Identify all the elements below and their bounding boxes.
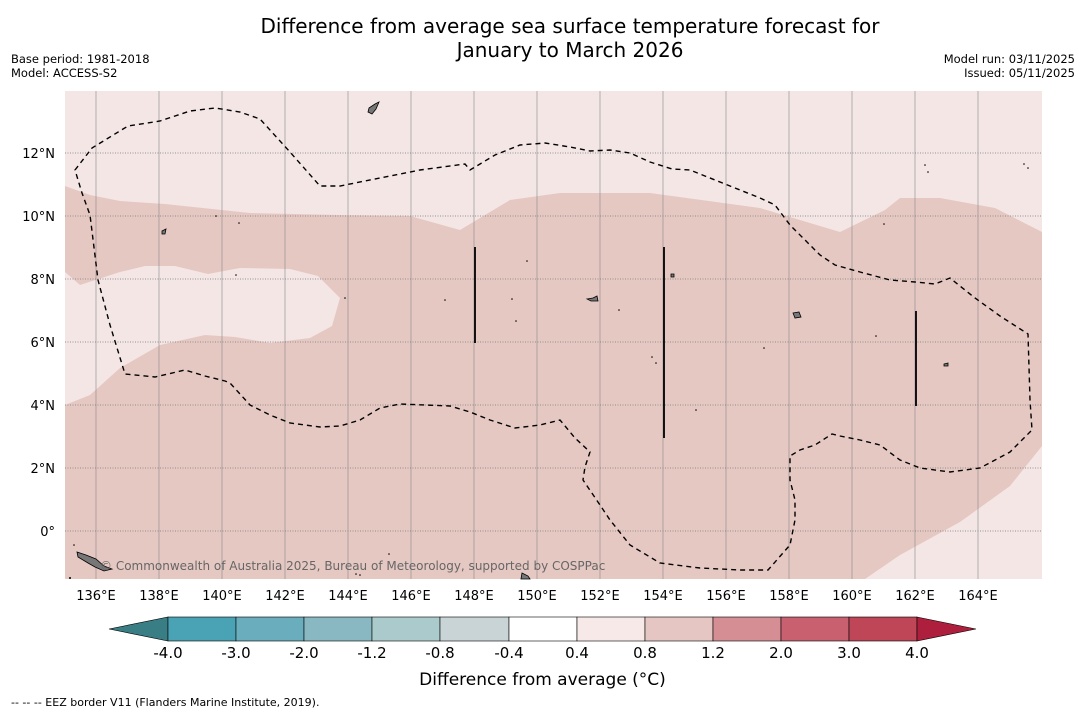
colorbar-bin xyxy=(576,616,646,642)
lon-label: 144°E xyxy=(328,589,368,604)
weaker-anomaly-region xyxy=(65,266,340,405)
lon-label: 138°E xyxy=(139,589,179,604)
lon-label: 142°E xyxy=(265,589,305,604)
latitude-labels: 12°N 10°N 8°N 6°N 4°N 2°N 0° xyxy=(22,147,55,540)
lon-label: 152°E xyxy=(580,589,620,604)
lon-label: 156°E xyxy=(706,589,746,604)
meta-left: Base period: 1981-2018 Model: ACCESS-S2 xyxy=(11,52,150,80)
colorbar-extend-low xyxy=(108,616,169,642)
warm-anomaly-region xyxy=(65,186,1042,579)
colorbar-tick-label: 1.2 xyxy=(701,644,725,662)
lat-label: 6°N xyxy=(31,336,56,351)
small-islets xyxy=(69,163,1029,579)
lon-label: 140°E xyxy=(202,589,242,604)
colorbar-bin xyxy=(371,616,441,642)
colorbar-bin xyxy=(508,616,578,642)
colorbar-tick-label: -1.2 xyxy=(357,644,386,662)
colorbar-tick-label: 0.4 xyxy=(565,644,589,662)
colorbar-bin xyxy=(780,616,850,642)
colorbar xyxy=(108,616,977,642)
colorbar-bin xyxy=(848,616,918,642)
colorbar-tick-label: 2.0 xyxy=(769,644,793,662)
colorbar-bin xyxy=(439,616,510,642)
colorbar-tick-label: 4.0 xyxy=(905,644,929,662)
boundary-lines xyxy=(474,247,917,438)
meta-right: Model run: 03/11/2025 Issued: 05/11/2025 xyxy=(944,52,1075,80)
colorbar-bin xyxy=(235,616,305,642)
map-credit: © Commonwealth of Australia 2025, Bureau… xyxy=(100,559,605,573)
lon-label: 136°E xyxy=(76,589,116,604)
lon-label: 158°E xyxy=(769,589,809,604)
lat-label: 12°N xyxy=(22,147,55,162)
islands xyxy=(76,101,949,580)
colorbar-title: Difference from average (°C) xyxy=(419,670,666,690)
lon-label: 164°E xyxy=(958,589,998,604)
base-period: Base period: 1981-2018 xyxy=(11,52,150,66)
colorbar-tick-label: -0.8 xyxy=(425,644,454,662)
colorbar-tick-label: 3.0 xyxy=(837,644,861,662)
colorbar-bin xyxy=(167,616,237,642)
title-line-2: January to March 2026 xyxy=(456,38,684,62)
lon-label: 146°E xyxy=(391,589,431,604)
colorbar-tick-label: -3.0 xyxy=(221,644,250,662)
lon-label: 150°E xyxy=(517,589,557,604)
lat-label: 8°N xyxy=(31,273,56,288)
lat-label: 10°N xyxy=(22,210,55,225)
eez-palau-fsm-west xyxy=(74,107,1033,571)
model-run-date: Model run: 03/11/2025 xyxy=(943,52,1075,66)
title-line-1: Difference from average sea surface temp… xyxy=(260,14,880,38)
footnote: -- -- -- EEZ border V11 (Flanders Marine… xyxy=(11,696,320,709)
colorbar-tick-label: 0.8 xyxy=(633,644,657,662)
colorbar-bin xyxy=(644,616,714,642)
lon-label: 160°E xyxy=(832,589,872,604)
colorbar-tick-label: -4.0 xyxy=(153,644,182,662)
model-name: Model: ACCESS-S2 xyxy=(11,66,118,80)
lat-label: 4°N xyxy=(31,399,56,414)
colorbar-tick-label: -2.0 xyxy=(289,644,318,662)
issued-date: Issued: 05/11/2025 xyxy=(964,66,1075,80)
colorbar-bin xyxy=(303,616,373,642)
map-title: Difference from average sea surface temp… xyxy=(0,14,1085,62)
longitude-labels: 136°E 138°E 140°E 142°E 144°E 146°E 148°… xyxy=(76,589,998,604)
eez-borders xyxy=(74,107,1033,571)
lon-label: 148°E xyxy=(454,589,494,604)
lon-label: 162°E xyxy=(895,589,935,604)
colorbar-extend-high xyxy=(916,616,977,642)
latitude-lines xyxy=(65,152,1042,532)
colorbar-bin xyxy=(712,616,782,642)
map-panel: © Commonwealth of Australia 2025, Bureau… xyxy=(65,91,1042,580)
lat-label: 0° xyxy=(40,525,55,540)
colorbar-tick-label: -0.4 xyxy=(494,644,523,662)
colorbar-labels: -4.0 -3.0 -2.0 -1.2 -0.8 -0.4 0.4 0.8 1.… xyxy=(153,644,929,662)
lon-label: 154°E xyxy=(643,589,683,604)
lat-label: 2°N xyxy=(31,462,56,477)
